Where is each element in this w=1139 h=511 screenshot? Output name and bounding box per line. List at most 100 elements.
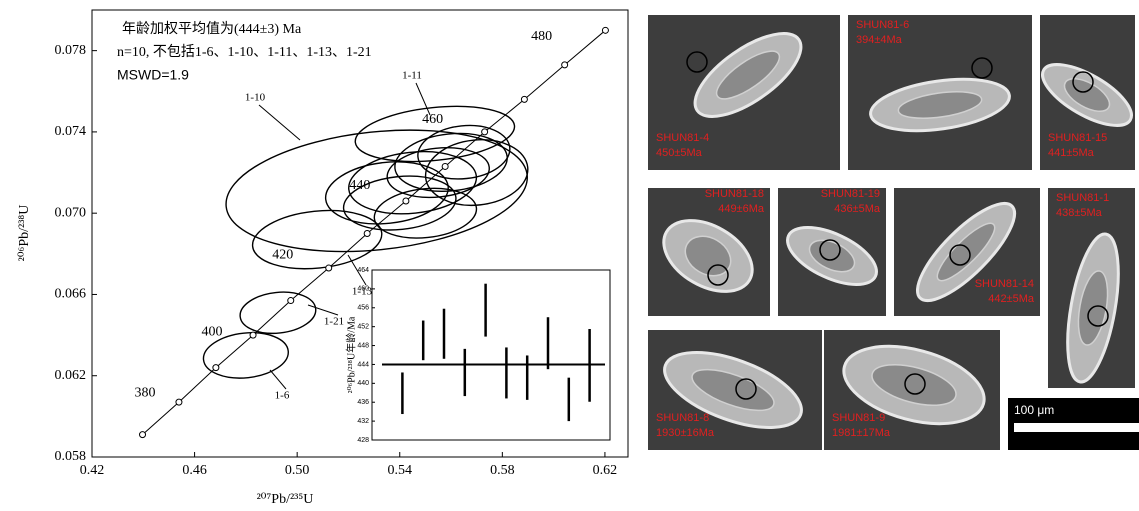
spot-label: SHUN81-19 — [821, 188, 880, 200]
error-ellipse — [348, 150, 478, 215]
inset-y-tick-label: 460 — [357, 286, 369, 293]
age-label: 380 — [134, 385, 155, 400]
cl-image: SHUN81-9 1981±17Ma — [824, 330, 1000, 450]
age-label: 420 — [272, 247, 293, 262]
cl-image: SHUN81-6 394±4Ma — [848, 15, 1032, 170]
spot-age: 1930±16Ma — [656, 427, 715, 439]
x-tick-label: 0.50 — [285, 463, 310, 478]
inset-frame — [371, 269, 611, 441]
cl-image: SHUN81-4 450±5Ma — [648, 15, 840, 170]
error-ellipse — [251, 209, 383, 270]
error-ellipse — [417, 124, 511, 180]
spot — [904, 373, 926, 395]
ellipse-label: 1-21 — [324, 316, 344, 328]
annotation: 年龄加权平均值为(444±3) Ma — [122, 21, 302, 37]
annotation: MSWD=1.9 — [117, 67, 189, 83]
spot — [971, 57, 993, 79]
error-ellipse — [239, 291, 317, 335]
leader-line — [307, 304, 339, 316]
scale-label: 100 μm — [1014, 403, 1054, 417]
concordia-marker — [441, 162, 449, 170]
spot — [735, 378, 757, 400]
error-ellipse — [225, 129, 528, 253]
age-label: 460 — [422, 112, 443, 127]
y-tick-label: 0.074 — [55, 124, 87, 139]
x-tick-label: 0.62 — [593, 463, 618, 478]
cl-image: SHUN81-8 1930±16Ma — [648, 330, 822, 450]
x-tick-label: 0.54 — [388, 463, 413, 478]
annotation: n=10, 不包括1-6、1-10、1-11、1-13、1-21 — [117, 44, 372, 60]
cl-image: SHUN81-19 436±5Ma — [778, 188, 886, 316]
inset-y-tick-label: 448 — [357, 342, 369, 349]
age-label: 440 — [349, 178, 370, 193]
scale-bar — [1014, 423, 1139, 432]
spot-age: 438±5Ma — [1056, 207, 1103, 219]
cl-image: SHUN81-1 438±5Ma — [1048, 188, 1135, 388]
spot-label: SHUN81-6 — [856, 19, 909, 31]
concordia-marker — [212, 364, 220, 372]
error-ellipse — [202, 332, 289, 379]
concordia-marker — [561, 61, 569, 69]
inset-y-tick-label: 444 — [357, 361, 369, 368]
spot-label: SHUN81-9 — [832, 412, 885, 424]
spot-label: SHUN81-14 — [975, 278, 1034, 290]
ellipse-label: 1-13 — [352, 286, 373, 298]
cl-image: SHUN81-14 442±5Ma — [894, 188, 1040, 316]
inset-y-tick-label: 464 — [357, 267, 369, 274]
inset-y-tick-label: 428 — [357, 437, 369, 444]
zircon-core — [684, 235, 732, 277]
error-ellipse — [342, 175, 457, 231]
spot-age: 449±6Ma — [718, 203, 765, 215]
zircon-core — [691, 368, 775, 412]
spot-age: 394±4Ma — [856, 34, 903, 46]
spot-age: 436±5Ma — [834, 203, 881, 215]
inset-y-tick-label: 432 — [357, 418, 369, 425]
inset-y-tick-label: 440 — [357, 380, 369, 387]
spot-age: 441±5Ma — [1048, 147, 1095, 159]
spot-label: SHUN81-18 — [705, 188, 764, 200]
spot — [707, 264, 729, 286]
spot — [686, 51, 708, 73]
error-ellipse — [373, 187, 478, 239]
concordia-marker — [325, 264, 333, 272]
zircon-core — [871, 363, 957, 407]
x-tick-label: 0.42 — [80, 463, 105, 478]
age-label: 400 — [202, 324, 223, 339]
leader-line — [258, 104, 301, 141]
spot-age: 442±5Ma — [988, 293, 1035, 305]
concordia-marker — [481, 128, 489, 136]
spot-label: SHUN81-15 — [1048, 132, 1107, 144]
cl-panel: SHUN81-4 450±5Ma SHUN81-6 394±4Ma SHUN81-15 4… — [648, 15, 1139, 450]
inset-y-tick-label: 436 — [357, 399, 369, 406]
plot-frame — [91, 9, 629, 458]
y-tick-label: 0.062 — [55, 368, 87, 383]
spot-age: 450±5Ma — [656, 147, 703, 159]
spot-label: SHUN81-1 — [1056, 192, 1109, 204]
plot-area — [139, 26, 609, 439]
spot — [949, 244, 971, 266]
x-axis-label: ²⁰⁷Pb/²³⁵U — [257, 492, 314, 507]
y-axis-label: ²⁰⁶Pb/²³⁸U — [17, 205, 32, 262]
concordia-marker — [287, 297, 295, 305]
spot-label: SHUN81-4 — [656, 132, 709, 144]
concordia-marker — [175, 398, 183, 406]
inset-y-label: ²⁰⁶Pb/²³⁸U年龄/Ma — [344, 316, 357, 393]
ellipse-label: 1-10 — [245, 92, 266, 104]
age-label: 480 — [531, 29, 552, 44]
spot-age: 1981±17Ma — [832, 427, 891, 439]
spot-label: SHUN81-8 — [656, 412, 709, 424]
concordia-marker — [363, 230, 371, 237]
error-ellipse — [324, 161, 449, 225]
y-tick-label: 0.070 — [55, 205, 87, 220]
cl-image: SHUN81-18 449±6Ma — [648, 188, 770, 316]
y-tick-label: 0.078 — [55, 43, 87, 58]
leader-line — [347, 254, 367, 286]
concordia-marker — [520, 95, 528, 103]
concordia-marker — [139, 431, 147, 439]
y-tick-label: 0.066 — [55, 287, 87, 302]
spot — [1087, 305, 1109, 327]
ellipse-label: 1-6 — [275, 390, 290, 402]
error-ellipse — [424, 139, 529, 207]
inset-y-tick-label: 452 — [357, 324, 369, 331]
